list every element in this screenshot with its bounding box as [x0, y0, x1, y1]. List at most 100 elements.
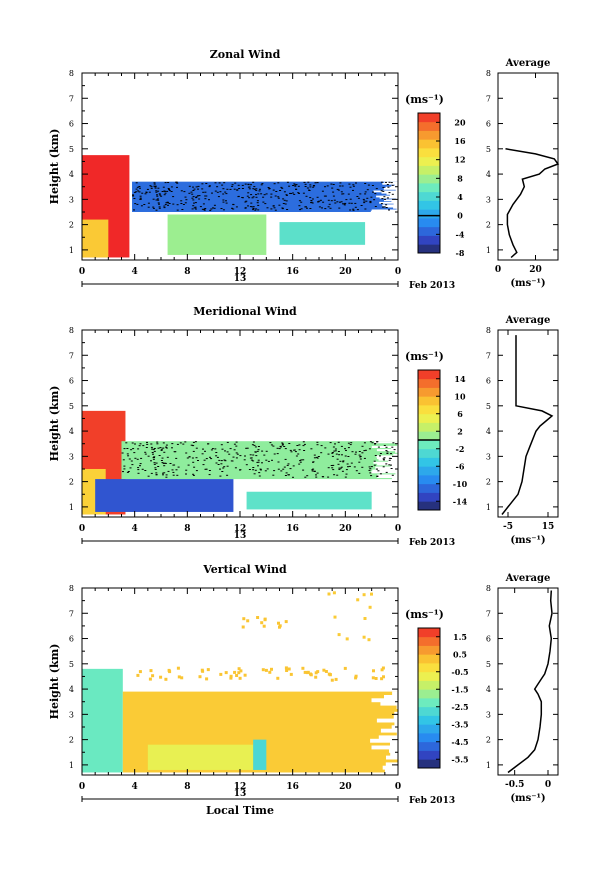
colorbar-segment — [418, 733, 440, 743]
stipple-mark — [155, 474, 158, 476]
stipple-mark — [286, 464, 289, 466]
stipple-mark — [203, 459, 206, 461]
stipple-mark — [379, 455, 381, 457]
heatmap-cell — [337, 633, 341, 637]
heatmap-gap — [378, 458, 398, 461]
stipple-mark — [385, 181, 387, 183]
average-x-tick-label: 0 — [495, 265, 501, 275]
average-title: Average — [505, 315, 551, 326]
stipple-mark — [150, 443, 153, 445]
stipple-mark — [336, 188, 339, 190]
average-profile-line — [501, 335, 554, 515]
colorbar-segment — [418, 218, 440, 228]
stipple-mark — [154, 467, 157, 469]
colorbar-segment — [418, 501, 440, 511]
stipple-mark — [199, 206, 202, 208]
stipple-mark — [282, 443, 284, 445]
stipple-mark — [250, 202, 253, 204]
stipple-mark — [219, 191, 222, 193]
stipple-mark — [252, 441, 255, 443]
stipple-mark — [364, 193, 367, 195]
heatmap-cell — [262, 624, 266, 628]
stipple-mark — [204, 198, 207, 200]
stipple-mark — [126, 448, 129, 449]
stipple-mark — [183, 191, 186, 193]
stipple-mark — [162, 186, 165, 188]
stipple-mark — [209, 456, 211, 458]
stipple-mark — [257, 204, 260, 206]
stipple-mark — [382, 466, 385, 468]
heatmap-cell — [382, 675, 385, 679]
stipple-mark — [285, 472, 288, 474]
heatmap-gap — [377, 474, 398, 477]
colorbar-tick-label: 6 — [457, 409, 463, 419]
stipple-mark — [341, 470, 344, 472]
stipple-mark — [163, 472, 166, 474]
stipple-mark — [270, 208, 273, 210]
stipple-mark — [158, 203, 160, 205]
stipple-mark — [332, 195, 335, 197]
colorbar-segment — [418, 483, 440, 493]
colorbar-segment — [418, 209, 440, 219]
average-unit: (ms⁻¹) — [510, 535, 545, 546]
stipple-mark — [296, 445, 299, 446]
heatmap-cell — [284, 666, 288, 670]
y-tick-label: 5 — [69, 660, 74, 669]
stipple-mark — [252, 196, 255, 198]
stipple-mark — [302, 469, 305, 471]
stipple-mark — [220, 208, 223, 209]
stipple-mark — [347, 466, 349, 468]
stipple-mark — [238, 188, 241, 189]
colorbar-tick-label: -3.5 — [451, 719, 468, 729]
stipple-mark — [155, 209, 158, 211]
stipple-mark — [246, 447, 249, 449]
heatmap-cell — [239, 669, 243, 673]
stipple-mark — [147, 475, 150, 477]
stipple-mark — [364, 183, 367, 184]
stipple-mark — [256, 450, 259, 452]
average-y-tick-label: 7 — [486, 94, 491, 103]
heatmap-cell — [327, 592, 331, 596]
stipple-mark — [298, 205, 301, 207]
stipple-mark — [253, 186, 256, 188]
stipple-mark — [304, 183, 307, 185]
colorbar-tick-label: -0.5 — [451, 667, 468, 677]
stipple-mark — [190, 444, 193, 446]
heatmap-cell — [260, 621, 264, 625]
stipple-mark — [279, 190, 282, 191]
stipple-mark — [371, 185, 374, 186]
y-tick-label: 5 — [69, 145, 74, 154]
stipple-mark — [342, 461, 345, 463]
average-y-tick-label: 8 — [486, 584, 491, 593]
stipple-mark — [217, 196, 220, 198]
stipple-mark — [208, 474, 211, 476]
stipple-mark — [235, 452, 238, 454]
stipple-mark — [195, 186, 198, 188]
stipple-mark — [208, 185, 211, 187]
stipple-mark — [299, 461, 302, 463]
stipple-mark — [191, 457, 194, 459]
stipple-mark — [319, 199, 322, 201]
stipple-mark — [379, 453, 382, 454]
stipple-mark — [211, 192, 213, 194]
colorbar-segment — [418, 671, 440, 681]
stipple-mark — [340, 201, 343, 203]
stipple-mark — [341, 193, 344, 195]
heatmap-gap — [396, 208, 398, 210]
stipple-mark — [295, 184, 298, 186]
day-label: 13 — [234, 531, 247, 541]
y-tick-label: 6 — [69, 120, 74, 129]
panel-title: Vertical Wind — [202, 563, 287, 576]
stipple-mark — [152, 449, 155, 451]
stipple-mark — [155, 199, 158, 201]
stipple-mark — [252, 454, 255, 456]
day-label: 13 — [234, 274, 247, 284]
stipple-mark — [171, 447, 173, 449]
stipple-mark — [195, 196, 198, 198]
stipple-mark — [222, 199, 225, 201]
stipple-mark — [339, 185, 342, 187]
stipple-mark — [351, 451, 354, 453]
colorbar-segment — [418, 440, 440, 450]
stipple-mark — [219, 468, 221, 470]
heatmap-gap — [371, 209, 398, 212]
